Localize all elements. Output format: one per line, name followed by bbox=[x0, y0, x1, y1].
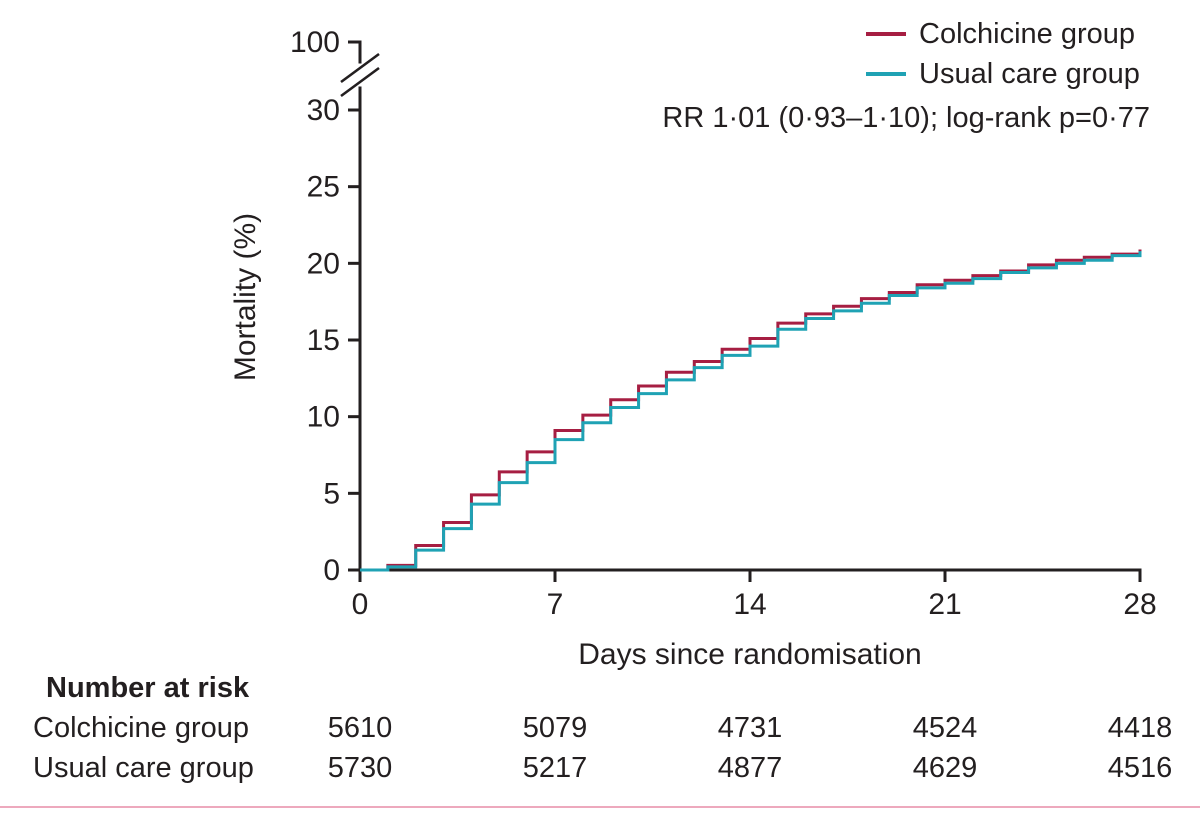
x-tick-label: 28 bbox=[1123, 588, 1156, 621]
legend-label-colchicine: Colchicine group bbox=[919, 17, 1136, 50]
series-line-colchicine bbox=[360, 249, 1142, 572]
risk-row-label-usual-care: Usual care group bbox=[33, 752, 254, 784]
legend-item-colchicine: Colchicine group bbox=[866, 14, 1140, 54]
y-tick-label: 25 bbox=[307, 171, 340, 204]
risk-row-usual-care: Usual care group 5730 5217 4877 4629 4516 bbox=[0, 752, 1200, 790]
y-axis-break-icon bbox=[340, 52, 380, 98]
y-tick-label: 20 bbox=[307, 247, 340, 280]
x-axis-label: Days since randomisation bbox=[578, 638, 922, 671]
risk-count: 5730 bbox=[327, 752, 393, 784]
x-tick-label: 7 bbox=[547, 588, 564, 621]
y-tick-label: 0 bbox=[323, 554, 340, 587]
risk-count: 5079 bbox=[522, 712, 588, 744]
y-tick-label: 10 bbox=[307, 401, 340, 434]
legend-label-usual-care: Usual care group bbox=[919, 57, 1140, 90]
y-tick-label: 5 bbox=[323, 477, 340, 510]
colchicine-line-swatch bbox=[866, 32, 906, 36]
risk-ratio-annotation: RR 1·01 (0·93–1·10); log-rank p=0·77 bbox=[662, 102, 1150, 134]
tick-marks bbox=[348, 40, 1142, 582]
tick-labels: 0 5 10 15 20 25 30 100 0 7 14 21 28 bbox=[290, 26, 1157, 621]
risk-row-label-colchicine: Colchicine group bbox=[33, 712, 250, 744]
y-tick-label-break: 100 bbox=[290, 26, 340, 59]
risk-count: 5217 bbox=[522, 752, 588, 784]
risk-count: 4516 bbox=[1107, 752, 1173, 784]
x-tick-label: 14 bbox=[733, 588, 766, 621]
risk-count: 4731 bbox=[717, 712, 783, 744]
chart-legend: Colchicine group Usual care group bbox=[866, 14, 1140, 94]
risk-table-title: Number at risk bbox=[46, 672, 250, 704]
risk-count: 5610 bbox=[327, 712, 393, 744]
x-tick-label: 0 bbox=[352, 588, 369, 621]
risk-row-colchicine: Colchicine group 5610 5079 4731 4524 4418 bbox=[0, 712, 1200, 750]
risk-count: 4877 bbox=[717, 752, 783, 784]
risk-count: 4418 bbox=[1107, 712, 1173, 744]
y-axis-label: Mortality (%) bbox=[229, 212, 262, 382]
mortality-chart-svg: 0 5 10 15 20 25 30 100 0 7 14 21 28 bbox=[290, 26, 1157, 621]
risk-count: 4524 bbox=[912, 712, 978, 744]
y-tick-label: 30 bbox=[307, 94, 340, 127]
bottom-rule bbox=[0, 806, 1200, 808]
risk-count: 4629 bbox=[912, 752, 978, 784]
y-tick-label: 15 bbox=[307, 324, 340, 357]
series-line-usual-care bbox=[360, 251, 1142, 572]
legend-item-usual-care: Usual care group bbox=[866, 54, 1140, 94]
usual-care-line-swatch bbox=[866, 72, 906, 76]
x-tick-label: 21 bbox=[928, 588, 961, 621]
